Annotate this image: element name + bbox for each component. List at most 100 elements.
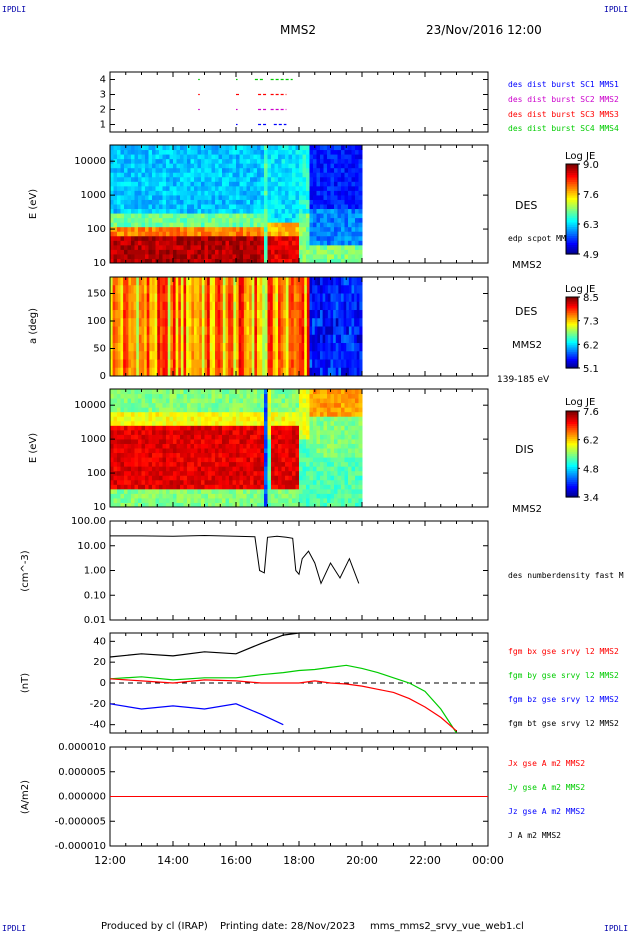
heatmap-cell	[285, 235, 289, 241]
heatmap-cell	[267, 167, 272, 173]
heatmap-cell	[264, 185, 268, 191]
heatmap-cell	[225, 145, 230, 151]
heatmap-cell	[124, 199, 128, 205]
heatmap-cell	[131, 258, 135, 264]
heatmap-cell	[359, 277, 363, 286]
heatmap-cell	[344, 176, 349, 182]
heatmap-cell	[299, 149, 303, 155]
heatmap-cell	[141, 293, 145, 303]
heatmap-cell	[138, 258, 142, 264]
heatmap-cell	[165, 326, 169, 336]
heatmap-cell	[241, 301, 245, 311]
heatmap-cell	[243, 416, 247, 422]
heatmap-cell	[233, 301, 237, 311]
heatmap-cell	[232, 502, 237, 508]
heatmap-cell	[295, 475, 300, 481]
heatmap-cell	[110, 448, 114, 454]
heatmap-cell	[288, 194, 293, 200]
heatmap-cell	[159, 402, 163, 408]
heatmap-cell	[295, 416, 300, 422]
heatmap-cell	[259, 326, 263, 336]
heatmap-cell	[197, 484, 202, 490]
heatmap-cell	[288, 398, 293, 404]
heatmap-cell	[225, 434, 230, 440]
heatmap-cell	[233, 334, 237, 344]
heatmap-cell	[316, 149, 321, 155]
heatmap-cell	[166, 249, 170, 255]
heatmap-cell	[351, 253, 356, 259]
heatmap-cell	[232, 497, 237, 503]
heatmap-cell	[359, 343, 363, 352]
heatmap-cell	[208, 429, 212, 435]
heatmap-cell	[120, 145, 125, 151]
heatmap-cell	[183, 326, 187, 336]
heatmap-cell	[136, 359, 140, 369]
heatmap-cell	[208, 393, 212, 399]
heatmap-cell	[199, 367, 203, 377]
heatmap-cell	[330, 149, 335, 155]
heatmap-cell	[215, 470, 219, 476]
heatmap-cell	[176, 258, 181, 264]
heatmap-cell	[127, 434, 132, 440]
heatmap-cell	[292, 240, 296, 246]
heatmap-cell	[306, 181, 310, 187]
heatmap-cell	[225, 235, 230, 241]
heatmap-cell	[306, 443, 310, 449]
heatmap-cell	[208, 249, 212, 255]
heatmap-cell	[325, 367, 329, 377]
heatmap-cell	[267, 343, 271, 352]
heatmap-cell	[359, 351, 363, 360]
heatmap-cell	[117, 407, 121, 413]
heatmap-cell	[209, 367, 213, 377]
heatmap-cell	[302, 167, 307, 173]
heatmap-cell	[260, 497, 265, 503]
heatmap-cell	[292, 420, 296, 426]
heatmap-cell	[194, 334, 198, 344]
heatmap-cell	[249, 334, 253, 344]
heatmap-cell	[215, 326, 219, 336]
heatmap-cell	[317, 351, 321, 360]
heatmap-cell	[312, 293, 316, 303]
heatmap-cell	[145, 393, 149, 399]
heatmap-cell	[267, 185, 272, 191]
heatmap-cell	[190, 502, 195, 508]
colorbar-cell	[566, 321, 578, 325]
heatmap-cell	[278, 425, 282, 431]
heatmap-cell	[166, 204, 170, 210]
heatmap-cell	[292, 199, 296, 205]
heatmap-cell	[131, 145, 135, 151]
heatmap-cell	[212, 351, 216, 360]
heatmap-cell	[204, 420, 209, 426]
heatmap-cell	[253, 253, 258, 259]
heatmap-cell	[250, 204, 254, 210]
heatmap-cell	[323, 145, 328, 151]
heatmap-cell	[274, 466, 279, 472]
heatmap-cell	[113, 194, 118, 200]
heatmap-cell	[141, 420, 146, 426]
heatmap-cell	[309, 253, 314, 259]
heatmap-cell	[110, 194, 114, 200]
heatmap-cell	[120, 253, 125, 259]
heatmap-cell	[183, 222, 188, 228]
heatmap-cell	[190, 484, 195, 490]
heatmap-cell	[173, 470, 177, 476]
heatmap-cell	[327, 235, 331, 241]
heatmap-cell	[285, 154, 289, 160]
heatmap-cell	[309, 488, 314, 494]
heatmap-cell	[299, 429, 303, 435]
heatmap-cell	[197, 434, 202, 440]
heatmap-cell	[272, 326, 276, 336]
heatmap-cell	[148, 167, 153, 173]
heatmap-cell	[194, 172, 198, 178]
heatmap-cell	[239, 181, 244, 187]
heatmap-cell	[253, 163, 258, 169]
heatmap-cell	[204, 176, 209, 182]
heatmap-cell	[309, 194, 314, 200]
heatmap-cell	[204, 493, 209, 499]
heatmap-cell	[131, 479, 135, 485]
heatmap-cell	[187, 231, 191, 237]
heatmap-cell	[288, 466, 293, 472]
heatmap-cell	[249, 310, 253, 319]
heatmap-cell	[327, 163, 331, 169]
heatmap-cell	[218, 244, 223, 250]
